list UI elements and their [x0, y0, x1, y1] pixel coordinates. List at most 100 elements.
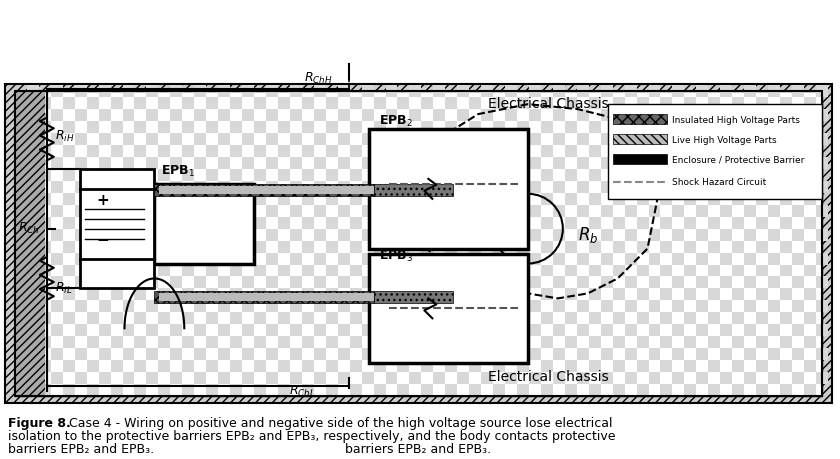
Bar — [206, 360, 218, 372]
Bar — [242, 372, 254, 384]
Bar — [553, 277, 564, 289]
Bar — [780, 98, 792, 110]
Bar — [159, 265, 171, 277]
Bar — [75, 372, 87, 384]
Bar — [792, 205, 804, 217]
Bar — [63, 193, 75, 205]
Text: Electrical Chassis: Electrical Chassis — [488, 97, 609, 111]
Bar — [123, 181, 134, 193]
Bar — [792, 229, 804, 241]
Bar — [349, 265, 361, 277]
Bar — [601, 277, 612, 289]
Bar — [720, 372, 732, 384]
Bar — [155, 185, 374, 196]
Bar — [637, 336, 648, 348]
Bar — [672, 348, 685, 360]
Bar — [218, 372, 230, 384]
Bar — [660, 336, 672, 348]
Bar — [266, 325, 278, 336]
Bar — [206, 384, 218, 396]
Bar — [457, 325, 470, 336]
Bar — [349, 169, 361, 181]
Bar — [266, 372, 278, 384]
Bar — [15, 360, 27, 372]
Bar — [744, 229, 756, 241]
Bar — [134, 217, 146, 229]
Bar — [660, 241, 672, 253]
Bar — [470, 289, 481, 301]
Bar — [768, 348, 780, 360]
Bar — [780, 217, 792, 229]
Bar — [672, 372, 685, 384]
Bar — [302, 193, 314, 205]
Bar — [314, 110, 326, 122]
Bar — [111, 289, 123, 301]
Bar — [242, 325, 254, 336]
Bar — [409, 181, 422, 193]
Bar — [290, 348, 302, 360]
Bar — [302, 98, 314, 110]
Bar — [302, 360, 314, 372]
Bar — [505, 348, 517, 360]
Bar — [744, 348, 756, 360]
Bar — [87, 169, 98, 181]
Bar — [660, 360, 672, 372]
Bar — [374, 384, 386, 396]
Text: +: + — [97, 192, 109, 207]
Bar — [134, 289, 146, 301]
Bar — [374, 193, 386, 205]
Bar — [744, 157, 756, 169]
Bar — [780, 122, 792, 134]
Bar — [386, 348, 397, 360]
Bar — [111, 336, 123, 348]
Bar — [15, 289, 27, 301]
Bar — [780, 146, 792, 157]
Bar — [123, 229, 134, 241]
Bar — [230, 360, 242, 372]
Bar — [433, 110, 445, 122]
Bar — [278, 217, 290, 229]
Bar — [612, 169, 625, 181]
Bar — [266, 134, 278, 146]
Bar — [278, 241, 290, 253]
Bar — [397, 217, 409, 229]
Bar — [648, 348, 660, 360]
Bar — [792, 372, 804, 384]
Bar — [422, 146, 433, 157]
Bar — [648, 229, 660, 241]
Bar — [625, 110, 637, 122]
Bar — [433, 372, 445, 384]
Bar — [123, 325, 134, 336]
Bar — [50, 229, 63, 241]
Bar — [422, 384, 433, 396]
Bar — [254, 146, 266, 157]
Bar — [541, 217, 553, 229]
Bar — [15, 265, 27, 277]
Bar — [146, 348, 159, 360]
Bar — [171, 301, 182, 313]
Bar — [290, 205, 302, 217]
Bar — [457, 181, 470, 193]
Bar — [672, 86, 685, 98]
Bar — [206, 122, 218, 134]
Bar — [146, 205, 159, 217]
Bar — [768, 253, 780, 265]
Bar — [349, 360, 361, 372]
Bar — [756, 193, 768, 205]
Bar — [816, 157, 827, 169]
Bar — [696, 229, 708, 241]
Bar — [625, 253, 637, 265]
Bar — [637, 146, 648, 157]
Bar — [386, 372, 397, 384]
Bar — [470, 122, 481, 134]
Bar — [134, 98, 146, 110]
Bar — [637, 241, 648, 253]
Bar — [146, 253, 159, 265]
Bar — [254, 360, 266, 372]
Bar — [146, 134, 159, 146]
Bar — [146, 157, 159, 169]
Bar — [386, 110, 397, 122]
Bar — [254, 98, 266, 110]
Bar — [302, 122, 314, 134]
Bar — [386, 134, 397, 146]
